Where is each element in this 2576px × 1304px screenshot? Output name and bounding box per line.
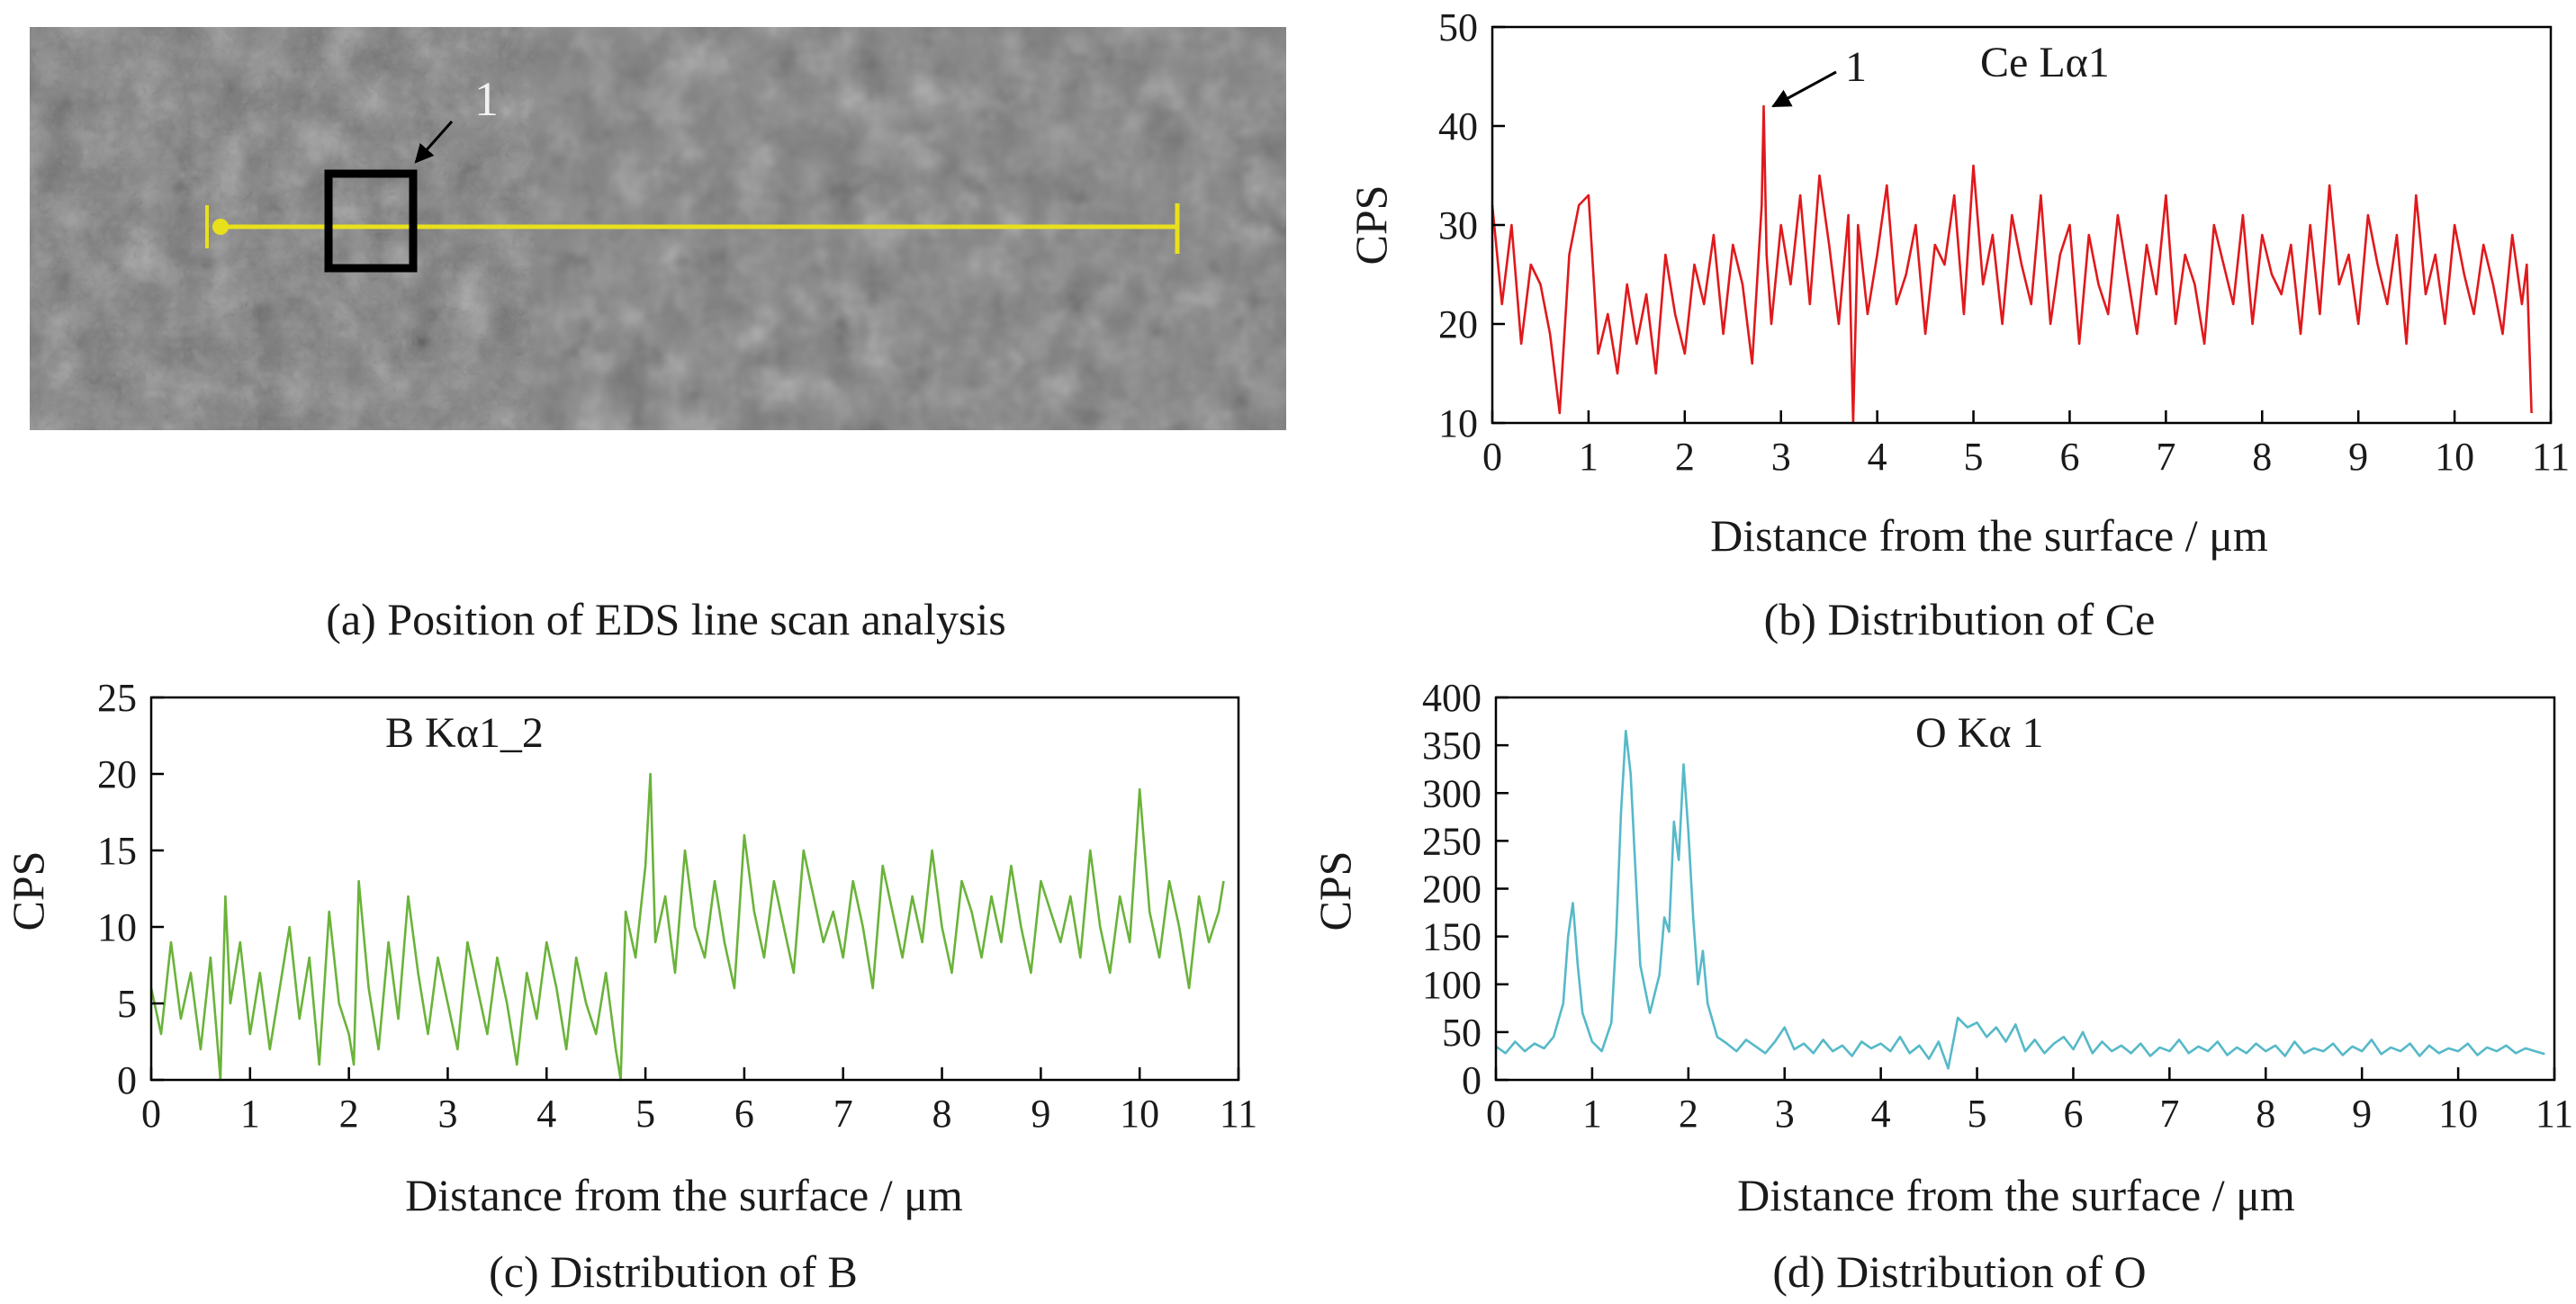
- chart-o-xtick-label: 10: [2438, 1092, 2478, 1136]
- chart-ce-xtick-label: 6: [2059, 435, 2079, 479]
- chart-b-series-line: [149, 772, 1225, 1082]
- chart-b-xtick-label: 10: [1120, 1092, 1159, 1136]
- chart-o-xtick-label: 2: [1679, 1092, 1698, 1136]
- chart-b-xtick-label: 5: [635, 1092, 655, 1136]
- chart-b-xtick-label: 11: [1220, 1092, 1257, 1136]
- chart-ce-xtick-label: 0: [1482, 435, 1502, 479]
- chart-ce: 0 1 2 3 4 5 6 7 8 9 10 11 10 20 30 40 50 Ce Lα1 1 Distan…: [1346, 5, 2570, 561]
- chart-b-xtick-label: 6: [734, 1092, 754, 1136]
- caption-a: (a) Position of EDS line scan analysis: [326, 594, 1005, 644]
- chart-ce-ylabel: CPS: [1346, 185, 1396, 265]
- chart-o-xtick-label: 8: [2256, 1092, 2275, 1136]
- caption-b: (b) Distribution of Ce: [1764, 594, 2156, 644]
- chart-b-xtick-label: 8: [932, 1092, 952, 1136]
- chart-o-xtick-label: 0: [1486, 1092, 1506, 1136]
- chart-ce-ticks: 0 1 2 3 4 5 6 7 8 9 10 11 10 20 30 40 50: [1438, 5, 2570, 479]
- chart-b-ytick-label: 15: [97, 829, 137, 873]
- chart-o-xtick-label: 7: [2159, 1092, 2179, 1136]
- chart-o-ytick-label: 400: [1422, 676, 1482, 720]
- chart-ce-frame: [1491, 25, 2553, 425]
- chart-b-xtick-label: 9: [1031, 1092, 1050, 1136]
- chart-ce-xtick-label: 5: [1964, 435, 1984, 479]
- chart-ce-xlabel: Distance from the surface / μm: [1710, 510, 2268, 561]
- chart-b-xtick-label: 4: [536, 1092, 556, 1136]
- chart-o-ylabel: CPS: [1310, 851, 1360, 931]
- chart-ce-xtick-label: 4: [1868, 435, 1887, 479]
- chart-b: 0 1 2 3 4 5 6 7 8 9 10 11 0 5 10 15 20 25 B Kα1_2 Distanc…: [3, 676, 1257, 1220]
- chart-b-xtick-label: 0: [141, 1092, 161, 1136]
- chart-b-ticks: 0 1 2 3 4 5 6 7 8 9 10 11 0 5 10 15 20 25: [97, 676, 1257, 1136]
- chart-ce-series: [1491, 104, 2533, 425]
- chart-o-ytick-label: 150: [1422, 915, 1482, 959]
- marker-arrow: [414, 121, 454, 164]
- caption-d: (d) Distribution of O: [1772, 1246, 2146, 1297]
- chart-o-ytick-label: 50: [1442, 1011, 1482, 1055]
- chart-b-xtick-label: 2: [339, 1092, 359, 1136]
- chart-b-xtick-label: 1: [240, 1092, 260, 1136]
- chart-o-series-line: [1495, 729, 2545, 1070]
- chart-b-ytick-label: 5: [117, 982, 137, 1026]
- chart-o-ytick-label: 200: [1422, 868, 1482, 912]
- chart-ce-xtick-label: 3: [1771, 435, 1791, 479]
- scan-line-start-dot: [212, 219, 229, 235]
- chart-b-ytick-label: 0: [117, 1058, 137, 1102]
- chart-ce-ytick-label: 20: [1438, 302, 1478, 346]
- chart-ce-xtick-label: 1: [1579, 435, 1599, 479]
- chart-ce-ytick-label: 40: [1438, 104, 1478, 148]
- chart-ce-annotation: 1: [1845, 43, 1867, 91]
- chart-ce-series-line: [1491, 104, 2533, 425]
- chart-o-series-label: O Kα 1: [1915, 709, 2043, 757]
- chart-ce-xtick-label: 2: [1675, 435, 1695, 479]
- chart-b-series: [149, 772, 1225, 1082]
- chart-b-frame: [149, 696, 1240, 1082]
- chart-ce-xtick-label: 7: [2156, 435, 2175, 479]
- chart-o-xtick-label: 5: [1968, 1092, 1987, 1136]
- chart-ce-xtick-label: 10: [2435, 435, 2474, 479]
- chart-ce-ytick-label: 10: [1438, 401, 1478, 445]
- chart-ce-ytick-label: 50: [1438, 5, 1478, 49]
- chart-b-xlabel: Distance from the surface / μm: [405, 1170, 963, 1220]
- chart-b-series-label: B Kα1_2: [385, 709, 544, 757]
- chart-ce-ytick-label: 30: [1438, 203, 1478, 247]
- chart-b-xtick-label: 3: [437, 1092, 457, 1136]
- chart-o-xlabel: Distance from the surface / μm: [1737, 1170, 2295, 1220]
- chart-ce-xtick-label: 9: [2348, 435, 2368, 479]
- chart-o-ytick-label: 250: [1422, 819, 1482, 863]
- chart-ce-xtick-label: 8: [2252, 435, 2272, 479]
- chart-o-ytick-label: 300: [1422, 771, 1482, 815]
- chart-b-ytick-label: 20: [97, 752, 137, 796]
- chart-o-xtick-label: 11: [2535, 1092, 2573, 1136]
- chart-b-ylabel: CPS: [3, 851, 53, 931]
- chart-o-ytick-label: 350: [1422, 724, 1482, 768]
- chart-o-series: [1495, 729, 2545, 1070]
- sem-panel: 1: [30, 27, 1286, 430]
- marker-label: 1: [474, 72, 499, 126]
- chart-ce-annotation-arrow: [1771, 70, 1837, 108]
- chart-ce-series-label: Ce Lα1: [1980, 39, 2110, 86]
- chart-o-xtick-label: 9: [2352, 1092, 2372, 1136]
- chart-o-xtick-label: 3: [1775, 1092, 1795, 1136]
- chart-ce-xtick-label: 11: [2532, 435, 2570, 479]
- chart-b-ytick-label: 25: [97, 676, 137, 720]
- chart-o-xtick-label: 4: [1871, 1092, 1891, 1136]
- chart-b-ytick-label: 10: [97, 905, 137, 949]
- caption-c: (c) Distribution of B: [489, 1246, 858, 1297]
- chart-b-xtick-label: 7: [833, 1092, 853, 1136]
- chart-o-xtick-label: 6: [2063, 1092, 2083, 1136]
- chart-o-ytick-label: 100: [1422, 963, 1482, 1007]
- chart-o-ytick-label: 0: [1462, 1058, 1482, 1102]
- chart-o-xtick-label: 1: [1582, 1092, 1602, 1136]
- marker-box: [324, 169, 418, 273]
